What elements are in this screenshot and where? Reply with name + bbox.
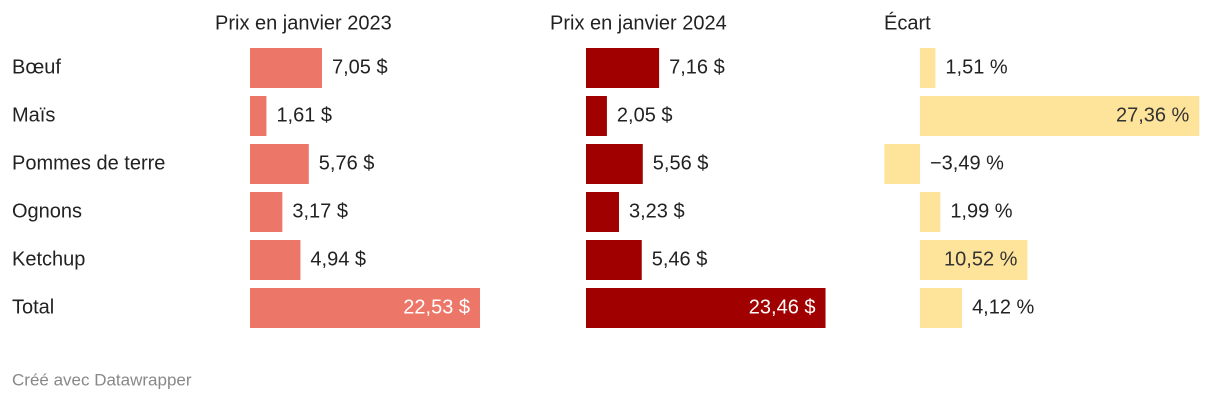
bar — [920, 48, 936, 88]
bar — [250, 48, 322, 88]
value-label: 7,05 $ — [332, 56, 388, 78]
bar — [586, 240, 642, 280]
row-label: Ognons — [12, 200, 82, 222]
row-label: Maïs — [12, 104, 55, 126]
value-label: 5,56 $ — [653, 152, 709, 174]
bar — [250, 240, 301, 280]
column-header: Prix en janvier 2024 — [550, 12, 727, 34]
row-label: Ketchup — [12, 248, 85, 270]
value-label: 5,46 $ — [652, 248, 708, 270]
value-label: 3,23 $ — [629, 200, 685, 222]
value-label: −3,49 % — [930, 152, 1004, 174]
value-label: 1,61 $ — [276, 104, 332, 126]
bar — [884, 144, 920, 184]
bar — [586, 192, 619, 232]
value-label: 27,36 % — [1116, 104, 1190, 126]
bar — [250, 144, 309, 184]
row-label: Bœuf — [12, 56, 61, 78]
bar — [250, 288, 481, 328]
bar — [586, 288, 826, 328]
bar — [586, 48, 660, 88]
footer: Créé avec Datawrapper — [12, 370, 192, 389]
value-label: 5,76 $ — [319, 152, 375, 174]
column-header: Écart — [884, 11, 931, 34]
value-label: 1,99 % — [950, 200, 1012, 222]
value-label: 2,05 $ — [617, 104, 673, 126]
bar — [920, 240, 1028, 280]
value-label: 4,12 % — [972, 296, 1034, 318]
value-label: 10,52 % — [944, 248, 1018, 270]
bar — [586, 144, 643, 184]
bar — [250, 96, 267, 136]
value-label: 23,46 $ — [749, 296, 816, 318]
value-label: 1,51 % — [945, 56, 1007, 78]
bar — [920, 288, 963, 328]
row-label: Pommes de terre — [12, 152, 165, 174]
bar — [920, 96, 1200, 136]
bar — [920, 192, 941, 232]
bar — [586, 96, 607, 136]
bar — [250, 192, 283, 232]
row-label: Total — [12, 296, 54, 318]
value-label: 3,17 $ — [292, 200, 348, 222]
column-header: Prix en janvier 2023 — [215, 12, 392, 34]
value-label: 22,53 $ — [403, 296, 470, 318]
value-label: 7,16 $ — [669, 56, 725, 78]
value-label: 4,94 $ — [310, 248, 366, 270]
